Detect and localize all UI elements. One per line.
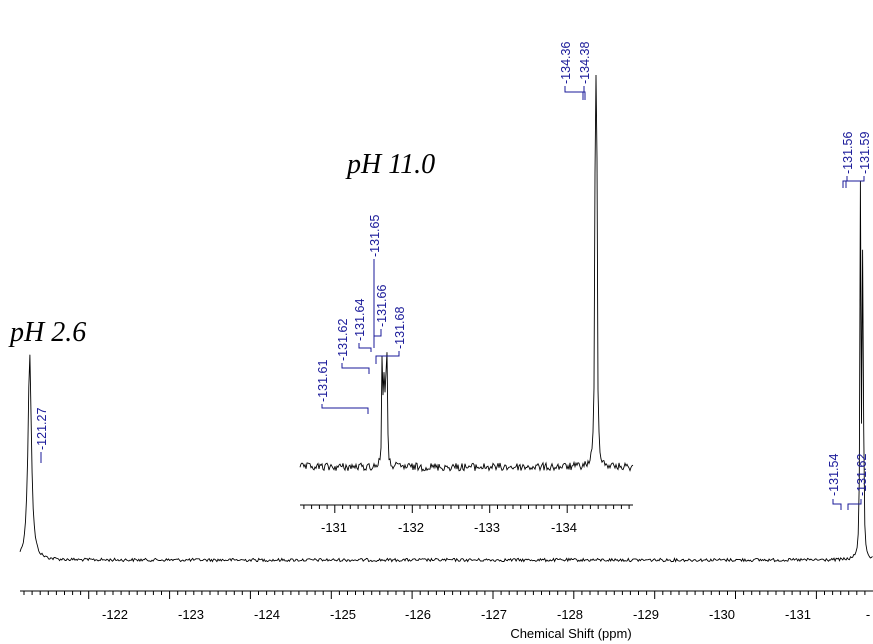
main-tick-label: -126 — [405, 607, 431, 622]
peak-label: -131.62 — [336, 319, 350, 361]
main-tick-label: -130 — [709, 607, 735, 622]
main-condition-label: pH 2.6 — [8, 317, 86, 348]
peak-label: -134.38 — [578, 42, 592, 84]
peak-label: -131.64 — [353, 299, 367, 341]
peak-label: -131.61 — [316, 360, 330, 402]
main-tick-label: -129 — [633, 607, 659, 622]
peak-leader-line — [358, 343, 372, 352]
peak-leader-line — [832, 499, 842, 510]
peak-leader-line — [373, 329, 382, 345]
peak-leader-line — [842, 176, 848, 188]
peak-label: -121.27 — [35, 408, 49, 450]
main-spectrum-trace — [19, 181, 873, 563]
peak-label: -131.68 — [393, 307, 407, 349]
peak-leader-line — [583, 86, 586, 100]
inset-tick-label: -134 — [551, 520, 577, 535]
peak-label: -131.59 — [858, 132, 872, 174]
peak-label: -131.62 — [855, 454, 869, 496]
peak-labels: -121.27 -131.54 -131.62 -131.56 -131.59 … — [35, 42, 872, 510]
peak-leader-line — [321, 404, 369, 414]
inset-tick-label: -131 — [321, 520, 347, 535]
main-tick-label: -122 — [102, 607, 128, 622]
peak-label: -131.66 — [375, 285, 389, 327]
inset-axis-ticks — [303, 505, 630, 513]
main-tick-label: -131 — [785, 607, 811, 622]
peak-label: -131.54 — [827, 454, 841, 496]
peak-label: -131.65 — [368, 215, 382, 257]
peak-leader-line — [564, 86, 584, 100]
inset-x-axis: -131 -132 -133 -134 — [300, 504, 633, 535]
inset-tick-label: -132 — [398, 520, 424, 535]
inset-condition-label: pH 11.0 — [345, 149, 435, 180]
main-axis-tick-labels: -122 -123 -124 -125 -126 -127 -128 -129 … — [102, 607, 870, 622]
main-tick-label: - — [866, 607, 870, 622]
peak-label: -134.36 — [559, 42, 573, 84]
inset-spectrum-trace — [299, 74, 634, 473]
main-tick-label: -125 — [330, 607, 356, 622]
peak-leader-line — [341, 363, 370, 374]
inset-tick-label: -133 — [474, 520, 500, 535]
peak-label: -131.56 — [841, 132, 855, 174]
main-axis-ticks — [23, 591, 866, 599]
peak-leader-line — [845, 176, 865, 188]
x-axis-title: Chemical Shift (ppm) — [510, 626, 631, 641]
inset-axis-tick-labels: -131 -132 -133 -134 — [321, 520, 577, 535]
main-tick-label: -128 — [557, 607, 583, 622]
peak-leader-line — [847, 499, 862, 510]
main-x-axis: -122 -123 -124 -125 -126 -127 -128 -129 … — [20, 590, 873, 641]
peak-leader-line — [375, 351, 400, 364]
main-tick-label: -124 — [254, 607, 280, 622]
main-tick-label: -123 — [178, 607, 204, 622]
main-tick-label: -127 — [481, 607, 507, 622]
